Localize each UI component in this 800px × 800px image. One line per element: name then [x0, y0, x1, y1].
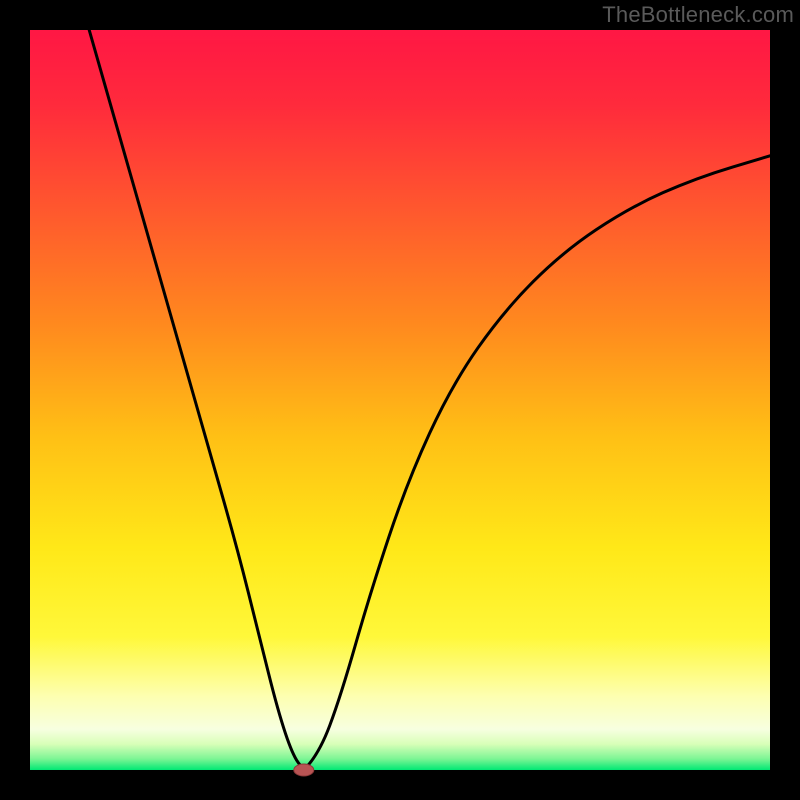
bottleneck-marker: [294, 764, 314, 776]
chart-container: TheBottleneck.com: [0, 0, 800, 800]
gradient-background: [30, 30, 770, 770]
watermark-text: TheBottleneck.com: [602, 2, 794, 28]
bottleneck-chart: [0, 0, 800, 800]
